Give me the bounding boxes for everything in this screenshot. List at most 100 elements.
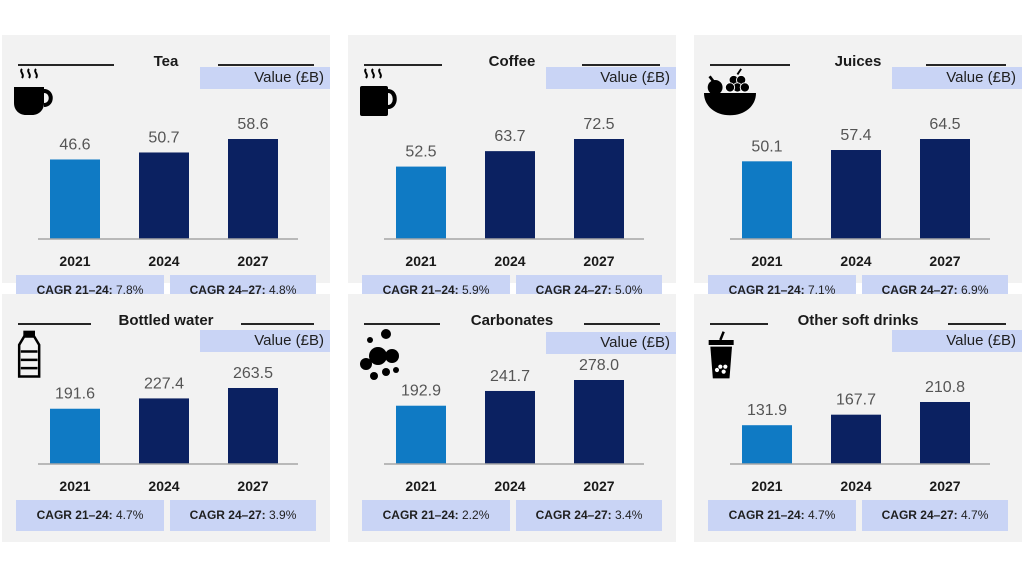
bubbles-icon xyxy=(356,326,404,380)
bar-2024 xyxy=(139,398,189,464)
x-tick-label: 2027 xyxy=(237,478,268,494)
cagr-label: CAGR 21–24: xyxy=(36,508,113,522)
bar-2021 xyxy=(50,408,100,464)
chart-title-text: Tea xyxy=(147,53,185,70)
bar-chart: 191.6 2021 227.4 2024 263.5 2027 xyxy=(38,365,298,494)
bar-2027 xyxy=(228,139,278,239)
coffee-mug-icon xyxy=(356,67,404,117)
chart-title-text: Carbonates xyxy=(464,312,560,329)
x-tick-label: 2027 xyxy=(929,253,960,269)
cagr-value: 4.7% xyxy=(804,508,836,522)
data-label: 241.7 xyxy=(490,368,530,385)
x-tick-label: 2027 xyxy=(583,478,614,494)
chart-title: Other soft drinks xyxy=(694,312,1022,329)
bar-2021 xyxy=(396,405,446,464)
title-rule-right xyxy=(582,64,660,66)
data-label: 58.6 xyxy=(237,116,268,133)
x-tick-label: 2027 xyxy=(237,253,268,269)
chart-title-text: Coffee xyxy=(482,53,542,70)
cagr-value: 7.8% xyxy=(112,283,144,297)
data-label: 46.6 xyxy=(59,136,90,153)
data-label: 63.7 xyxy=(494,128,525,145)
x-tick-label: 2024 xyxy=(840,478,871,494)
x-tick-label: 2027 xyxy=(583,253,614,269)
title-rule-left xyxy=(18,323,91,325)
x-tick-label: 2024 xyxy=(494,478,525,494)
bar-chart: 46.6 2021 50.7 2024 58.6 2027 xyxy=(38,116,298,269)
bar-2021 xyxy=(396,166,446,239)
x-tick-label: 2027 xyxy=(929,478,960,494)
fruit-bowl-icon xyxy=(702,67,756,117)
chart-title: Coffee xyxy=(348,53,676,70)
title-rule-left xyxy=(364,323,440,325)
chart-panel-bottled-water: Bottled water Value (£B) 191.6 2021 227.4 20… xyxy=(2,294,330,542)
cagr-box-2: CAGR 24–27: 4.7% xyxy=(862,500,1008,531)
bar-2024 xyxy=(139,152,189,239)
data-label: 210.8 xyxy=(925,379,965,396)
chart-panel-other-soft-drinks: Other soft drinks Value (£B) 131.9 2021 167… xyxy=(694,294,1022,542)
chart-title-text: Bottled water xyxy=(112,312,220,329)
title-rule-left xyxy=(710,64,790,66)
chart-panel-juices: Juices Value (£B) 50.1 2021 57.4 2024 64.5 202… xyxy=(694,35,1022,306)
bar-2024 xyxy=(485,151,535,239)
data-label: 72.5 xyxy=(583,116,614,133)
cagr-label: CAGR 24–27: xyxy=(881,508,958,522)
cagr-label: CAGR 24–27: xyxy=(535,508,612,522)
cagr-value: 2.2% xyxy=(458,508,490,522)
data-label: 50.1 xyxy=(751,138,782,155)
data-label: 227.4 xyxy=(144,375,184,392)
cagr-label: CAGR 24–27: xyxy=(535,283,612,297)
cagr-box-1: CAGR 21–24: 2.2% xyxy=(362,500,510,531)
data-label: 131.9 xyxy=(747,402,787,419)
cagr-value: 5.0% xyxy=(611,283,643,297)
bar-2027 xyxy=(574,139,624,239)
cagr-label: CAGR 24–27: xyxy=(189,283,266,297)
chart-title: Tea xyxy=(2,53,330,70)
cagr-label: CAGR 21–24: xyxy=(36,283,113,297)
unit-label: Value (£B) xyxy=(200,67,330,89)
chart-title: Carbonates xyxy=(348,312,676,329)
bar-2027 xyxy=(574,380,624,464)
data-label: 192.9 xyxy=(401,383,441,400)
unit-label: Value (£B) xyxy=(892,330,1022,352)
bar-2027 xyxy=(920,402,970,464)
chart-panel-carbonates: Carbonates Value (£B) 192.9 2021 241.7 2024 2… xyxy=(348,294,676,542)
bar-2027 xyxy=(228,388,278,464)
x-tick-label: 2024 xyxy=(148,478,179,494)
cagr-value: 7.1% xyxy=(804,283,836,297)
data-label: 52.5 xyxy=(405,144,436,161)
cagr-value: 3.4% xyxy=(611,508,643,522)
chart-title: Bottled water xyxy=(2,312,330,329)
unit-label: Value (£B) xyxy=(546,332,676,354)
cagr-label: CAGR 21–24: xyxy=(728,283,805,297)
chart-panel-coffee: Coffee Value (£B) 52.5 2021 63.7 2024 72.5 202… xyxy=(348,35,676,306)
title-rule-right xyxy=(948,323,1006,325)
bar-2024 xyxy=(831,150,881,239)
x-tick-label: 2021 xyxy=(59,253,90,269)
cagr-value: 4.7% xyxy=(112,508,144,522)
data-label: 50.7 xyxy=(148,129,179,146)
bar-chart: 52.5 2021 63.7 2024 72.5 2027 xyxy=(384,116,644,269)
title-rule-right xyxy=(584,323,660,325)
bar-2027 xyxy=(920,139,970,239)
cagr-box-2: CAGR 24–27: 3.4% xyxy=(516,500,662,531)
title-rule-left xyxy=(364,64,442,66)
cagr-value: 6.9% xyxy=(957,283,989,297)
x-tick-label: 2021 xyxy=(405,253,436,269)
bubble-tea-icon xyxy=(702,326,750,379)
x-tick-label: 2021 xyxy=(59,478,90,494)
data-label: 57.4 xyxy=(840,127,871,144)
bar-chart: 192.9 2021 241.7 2024 278.0 2027 xyxy=(384,357,644,494)
x-tick-label: 2021 xyxy=(405,478,436,494)
cagr-value: 4.8% xyxy=(265,283,297,297)
unit-label: Value (£B) xyxy=(546,67,676,89)
x-tick-label: 2021 xyxy=(751,253,782,269)
bar-2024 xyxy=(485,390,535,464)
bar-chart: 131.9 2021 167.7 2024 210.8 2027 xyxy=(730,379,990,494)
chart-title: Juices xyxy=(694,53,1022,70)
bar-chart: 50.1 2021 57.4 2024 64.5 2027 xyxy=(730,116,990,269)
cagr-label: CAGR 24–27: xyxy=(881,283,958,297)
data-label: 64.5 xyxy=(929,116,960,133)
data-label: 263.5 xyxy=(233,365,273,382)
cagr-value: 4.7% xyxy=(957,508,989,522)
